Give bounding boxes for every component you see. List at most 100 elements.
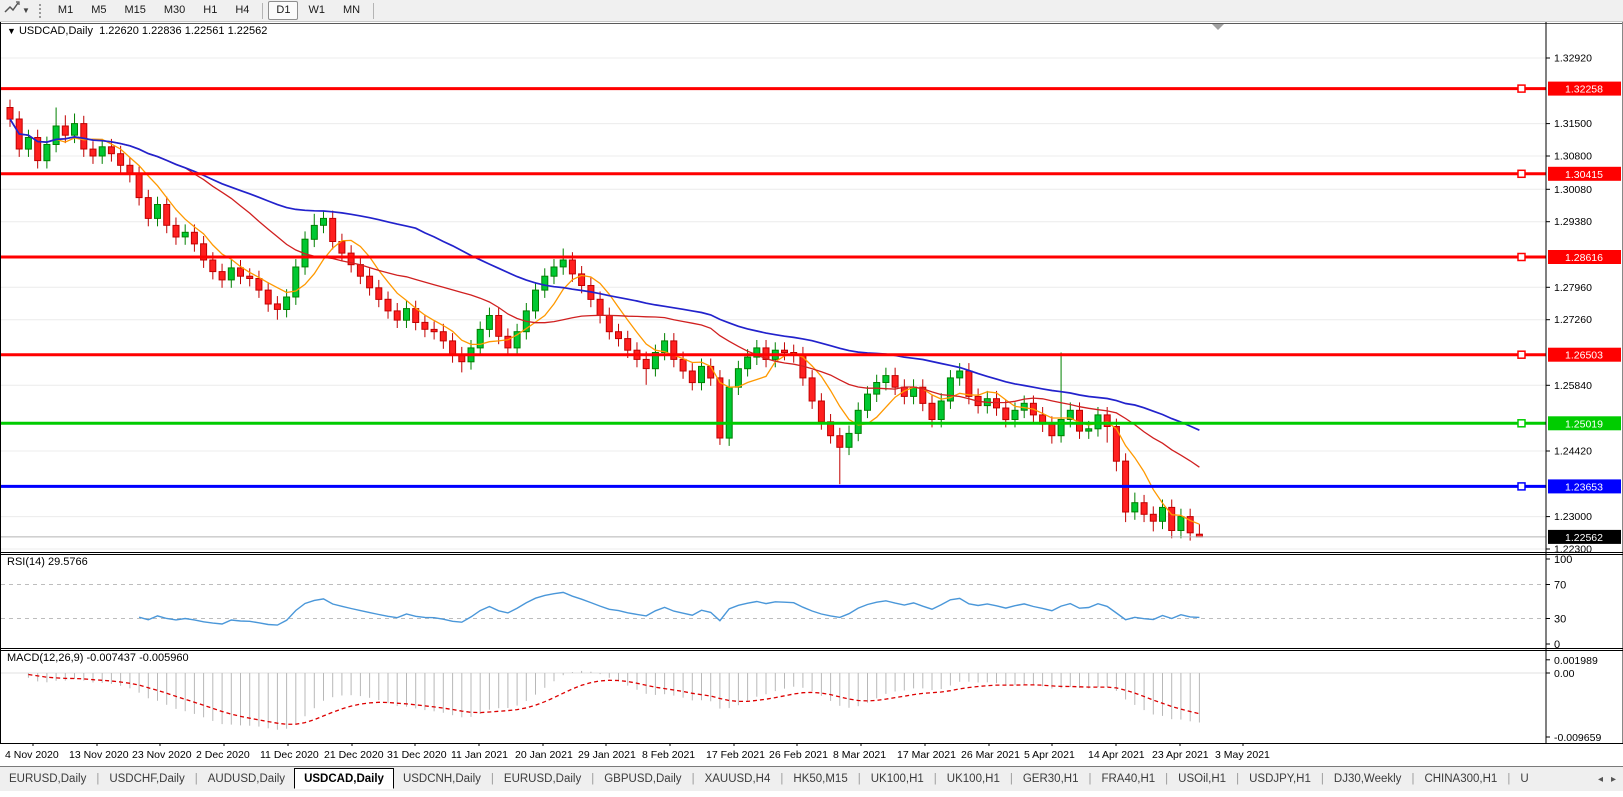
- svg-text:26 Feb 2021: 26 Feb 2021: [769, 749, 828, 761]
- candle: [172, 224, 180, 238]
- candle: [1011, 409, 1019, 420]
- chart-canvas[interactable]: 1.32258 1.30415 1.28616 1.26503 1.25019 1.236…: [0, 0, 1623, 766]
- candle: [1103, 414, 1111, 427]
- candle: [375, 287, 383, 300]
- chart-tab-usdchf-daily[interactable]: USDCHF,Daily: [109, 773, 185, 785]
- candle: [320, 217, 327, 226]
- candle: [956, 370, 964, 379]
- timeframe-button-h1[interactable]: H1: [203, 4, 218, 16]
- chevron-down-icon: ▼: [22, 6, 30, 15]
- moving-average-6: [9, 118, 1200, 525]
- svg-text:4 Nov 2020: 4 Nov 2020: [5, 749, 59, 761]
- chart-tab-xauusd-h4[interactable]: XAUUSD,H4: [704, 773, 771, 785]
- chart-tab-u[interactable]: U: [1520, 773, 1529, 785]
- chart-tab-eurusd-daily[interactable]: EURUSD,Daily: [503, 773, 582, 785]
- chart-shift-marker[interactable]: [1212, 24, 1224, 30]
- macd-main-value: -0.007437: [86, 652, 137, 664]
- date-axis: 4 Nov 2020 13 Nov 2020 23 Nov 2020 2 Dec 20…: [5, 743, 1270, 761]
- rsi-pane[interactable]: 100 70 30 0: [1, 554, 1572, 651]
- candle: [144, 197, 152, 219]
- timeframe-button-m15[interactable]: M15: [124, 4, 146, 16]
- svg-text:1.30415: 1.30415: [1565, 169, 1603, 181]
- candle: [568, 259, 576, 275]
- chart-tab-usdcnh-daily[interactable]: USDCNH,Daily: [402, 773, 481, 785]
- chart-tab-dj30-weekly[interactable]: DJ30,Weekly: [1333, 773, 1402, 785]
- collapse-triangle-icon[interactable]: ▼: [7, 26, 16, 36]
- timeframe-button-m1[interactable]: M1: [57, 4, 74, 16]
- tabs-scroll-left-icon[interactable]: ◂: [1597, 773, 1603, 785]
- candle: [403, 308, 410, 321]
- candle: [1002, 407, 1010, 421]
- timeframe-button-m5[interactable]: M5: [91, 4, 107, 16]
- candle: [264, 289, 272, 305]
- chart-tab-fra40-h1[interactable]: FRA40,H1: [1101, 773, 1156, 785]
- candle: [504, 335, 512, 349]
- candle: [532, 289, 539, 312]
- level-line-handle[interactable]: [1517, 84, 1526, 93]
- chart-tab-usdjpy-h1[interactable]: USDJPY,H1: [1249, 773, 1311, 785]
- candle: [154, 204, 161, 219]
- svg-text:70: 70: [1554, 580, 1566, 592]
- svg-text:30: 30: [1554, 614, 1566, 626]
- svg-text:1.23000: 1.23000: [1554, 511, 1592, 523]
- toolbar-grip[interactable]: [38, 3, 44, 18]
- tab-separator: |: [1320, 773, 1324, 785]
- level-line-handle[interactable]: [1517, 482, 1526, 491]
- chart-tab-gbpusd-daily[interactable]: GBPUSD,Daily: [604, 773, 682, 785]
- candle: [43, 144, 51, 162]
- current-price-label: [1548, 529, 1621, 544]
- chart-tab-audusd-daily[interactable]: AUDUSD,Daily: [207, 773, 286, 785]
- timeframe-button-d1[interactable]: D1: [268, 1, 299, 20]
- level-line-handle[interactable]: [1517, 252, 1526, 262]
- tabs-scroll-right-icon[interactable]: ▸: [1610, 773, 1616, 785]
- timeframe-button-h4[interactable]: H4: [235, 4, 250, 16]
- candle: [209, 259, 217, 273]
- candle: [1149, 513, 1157, 522]
- tab-separator: |: [1236, 773, 1240, 785]
- candle: [476, 328, 484, 349]
- chart-tab-hk50-m15[interactable]: HK50,M15: [793, 773, 848, 785]
- timeframe-toolbar: ▼ M1 M5 M15 M30 H1 H4 D1 W1 MN: [0, 0, 1623, 22]
- level-line-handle[interactable]: [1517, 169, 1526, 179]
- svg-text:0: 0: [1554, 639, 1560, 651]
- chart-tab-uk100-h1[interactable]: UK100,H1: [870, 773, 924, 785]
- svg-text:1.30080: 1.30080: [1554, 184, 1592, 196]
- level-line-handle[interactable]: [1517, 350, 1526, 359]
- tab-separator: |: [1088, 773, 1092, 785]
- candle: [781, 349, 788, 354]
- tab-separator: |: [591, 773, 595, 785]
- level-line-handle[interactable]: [1517, 419, 1526, 428]
- candle: [347, 252, 355, 266]
- chart-plot-area[interactable]: [0, 22, 1546, 552]
- chart-tab-usdcad-daily[interactable]: USDCAD,Daily: [294, 767, 394, 789]
- candle: [366, 275, 374, 289]
- level-price-label: [1548, 81, 1621, 96]
- candle: [1066, 409, 1074, 420]
- tab-separator: |: [1165, 773, 1169, 785]
- macd-signal-line: [28, 673, 1200, 725]
- timeframe-button-w1[interactable]: W1: [308, 4, 325, 16]
- timeframe-button-mn[interactable]: MN: [342, 4, 361, 16]
- svg-text:0.00: 0.00: [1554, 668, 1575, 680]
- candle: [117, 153, 125, 166]
- candle: [163, 204, 171, 226]
- candle: [679, 358, 687, 372]
- svg-text:20 Jan 2021: 20 Jan 2021: [515, 749, 573, 761]
- candle: [993, 398, 1000, 409]
- draw-tool-button[interactable]: ▼: [0, 1, 34, 20]
- candle: [744, 356, 752, 370]
- svg-text:1.25840: 1.25840: [1554, 380, 1592, 392]
- svg-text:5 Apr 2021: 5 Apr 2021: [1024, 749, 1075, 761]
- chart-tab-ger30-h1[interactable]: GER30,H1: [1022, 773, 1079, 785]
- candle: [421, 321, 429, 330]
- chart-tab-uk100-h1[interactable]: UK100,H1: [946, 773, 1000, 785]
- svg-text:11 Dec 2020: 11 Dec 2020: [260, 749, 319, 761]
- chart-tab-usoil-h1[interactable]: USOil,H1: [1178, 773, 1227, 785]
- ohlc-open: 1.22620: [99, 25, 139, 37]
- timeframe-button-m30[interactable]: M30: [163, 4, 186, 16]
- chart-tab-eurusd-daily[interactable]: EURUSD,Daily: [9, 773, 87, 785]
- candle: [52, 125, 60, 145]
- tab-separator: |: [780, 773, 784, 785]
- chart-tab-china300-h1[interactable]: CHINA300,H1: [1424, 773, 1498, 785]
